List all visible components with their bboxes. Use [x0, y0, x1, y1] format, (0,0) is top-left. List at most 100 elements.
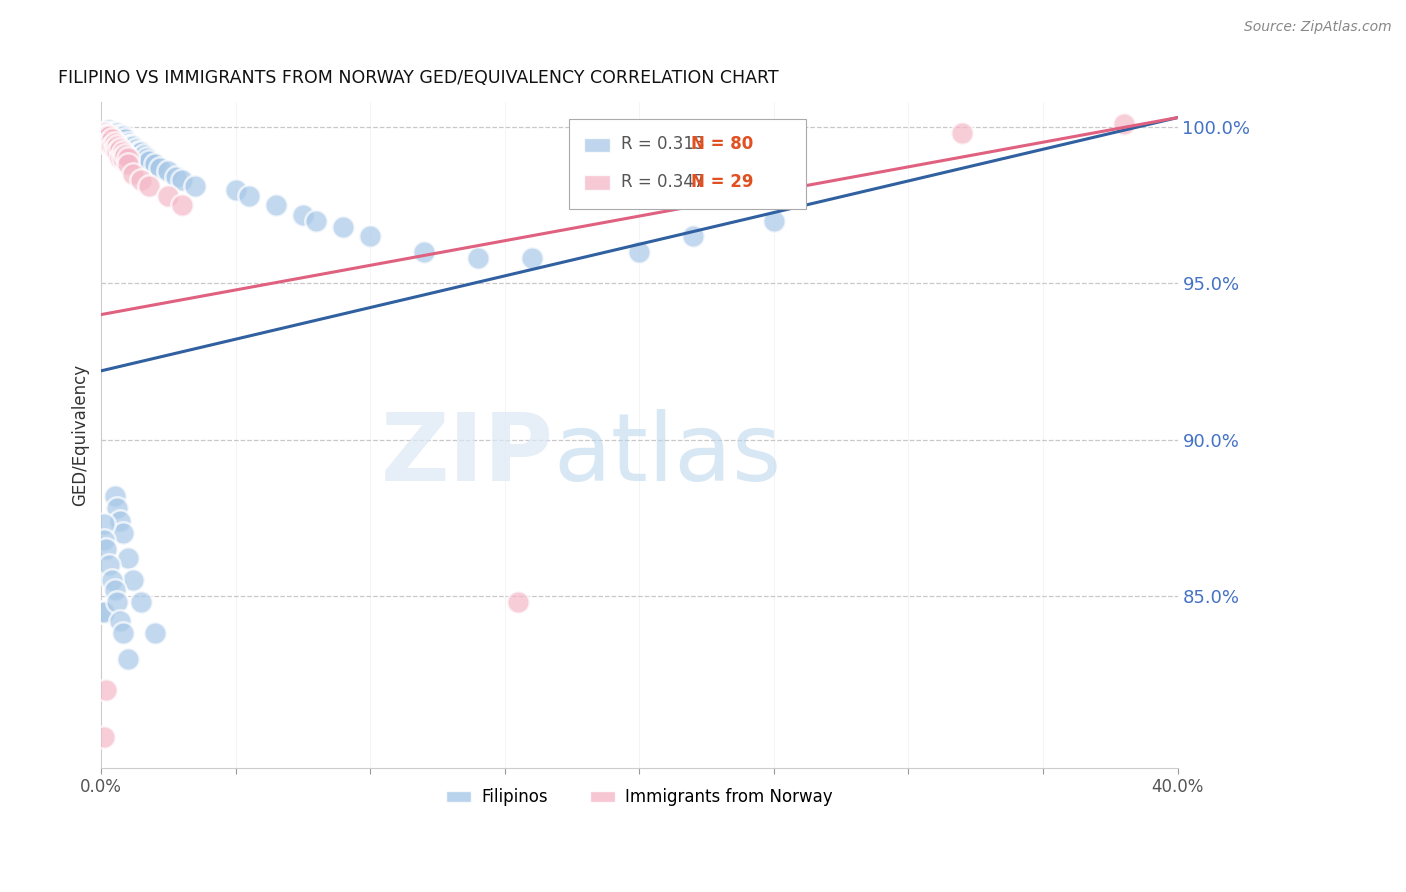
Point	[96, 129, 118, 144]
Point	[508, 595, 530, 609]
Point	[122, 574, 145, 588]
Point	[108, 132, 131, 146]
Point	[108, 151, 131, 165]
Point	[105, 595, 128, 609]
Point	[103, 136, 125, 150]
Point	[117, 136, 139, 150]
Legend: Filipinos, Immigrants from Norway: Filipinos, Immigrants from Norway	[440, 781, 839, 813]
Point	[125, 148, 148, 162]
Point	[413, 245, 436, 260]
Point	[101, 126, 124, 140]
Point	[225, 182, 247, 196]
Point	[1112, 117, 1135, 131]
Point	[108, 614, 131, 628]
Point	[114, 145, 136, 159]
Point	[117, 157, 139, 171]
Point	[170, 173, 193, 187]
Point	[90, 605, 112, 619]
Text: R = 0.313: R = 0.313	[621, 135, 704, 153]
Point	[143, 157, 166, 171]
Point	[149, 161, 172, 175]
Point	[120, 142, 142, 156]
Point	[93, 730, 115, 744]
Point	[762, 214, 785, 228]
Point	[101, 129, 124, 144]
Point	[305, 214, 328, 228]
Point	[105, 145, 128, 159]
Point	[103, 142, 125, 156]
Point	[157, 188, 180, 202]
Point	[103, 132, 125, 146]
Text: ZIP: ZIP	[380, 409, 553, 501]
Point	[114, 132, 136, 146]
Point	[264, 198, 287, 212]
Point	[98, 123, 121, 137]
Point	[101, 138, 124, 153]
Point	[114, 138, 136, 153]
Point	[111, 129, 134, 144]
Point	[117, 138, 139, 153]
Point	[108, 129, 131, 144]
Point	[138, 154, 160, 169]
Text: Source: ZipAtlas.com: Source: ZipAtlas.com	[1244, 20, 1392, 34]
Point	[105, 138, 128, 153]
Point	[96, 682, 118, 697]
Point	[93, 126, 115, 140]
Text: R = 0.347: R = 0.347	[621, 173, 704, 191]
Bar	[569, 119, 806, 209]
Point	[111, 145, 134, 159]
Point	[111, 151, 134, 165]
Point	[143, 626, 166, 640]
Point	[628, 245, 651, 260]
Point	[128, 145, 150, 159]
Point	[93, 605, 115, 619]
Point	[101, 574, 124, 588]
Point	[101, 132, 124, 146]
Point	[93, 533, 115, 547]
Point	[122, 145, 145, 159]
Point	[122, 138, 145, 153]
Point	[111, 526, 134, 541]
Text: atlas: atlas	[553, 409, 782, 501]
Point	[108, 136, 131, 150]
Point	[117, 145, 139, 159]
Point	[131, 145, 153, 159]
Point	[291, 207, 314, 221]
Point	[103, 138, 125, 153]
Point	[170, 198, 193, 212]
Point	[138, 179, 160, 194]
Point	[332, 220, 354, 235]
Point	[103, 582, 125, 597]
Point	[96, 136, 118, 150]
Point	[238, 188, 260, 202]
Point	[131, 173, 153, 187]
Y-axis label: GED/Equivalency: GED/Equivalency	[72, 364, 89, 506]
Point	[682, 229, 704, 244]
Text: FILIPINO VS IMMIGRANTS FROM NORWAY GED/EQUIVALENCY CORRELATION CHART: FILIPINO VS IMMIGRANTS FROM NORWAY GED/E…	[58, 69, 779, 87]
Point	[114, 148, 136, 162]
Point	[359, 229, 381, 244]
Point	[117, 651, 139, 665]
Bar	[585, 137, 610, 152]
Point	[184, 179, 207, 194]
Point	[467, 252, 489, 266]
Point	[98, 132, 121, 146]
Text: N = 29: N = 29	[690, 173, 754, 191]
Point	[111, 136, 134, 150]
Point	[98, 129, 121, 144]
Point	[108, 142, 131, 156]
Point	[98, 136, 121, 150]
Point	[111, 142, 134, 156]
Point	[117, 551, 139, 566]
Point	[165, 169, 187, 184]
Point	[108, 142, 131, 156]
Point	[108, 514, 131, 528]
Point	[950, 126, 973, 140]
Point	[157, 163, 180, 178]
Point	[111, 626, 134, 640]
Text: N = 80: N = 80	[690, 135, 754, 153]
Point	[135, 151, 157, 165]
Point	[98, 126, 121, 140]
Point	[117, 151, 139, 165]
Point	[105, 501, 128, 516]
